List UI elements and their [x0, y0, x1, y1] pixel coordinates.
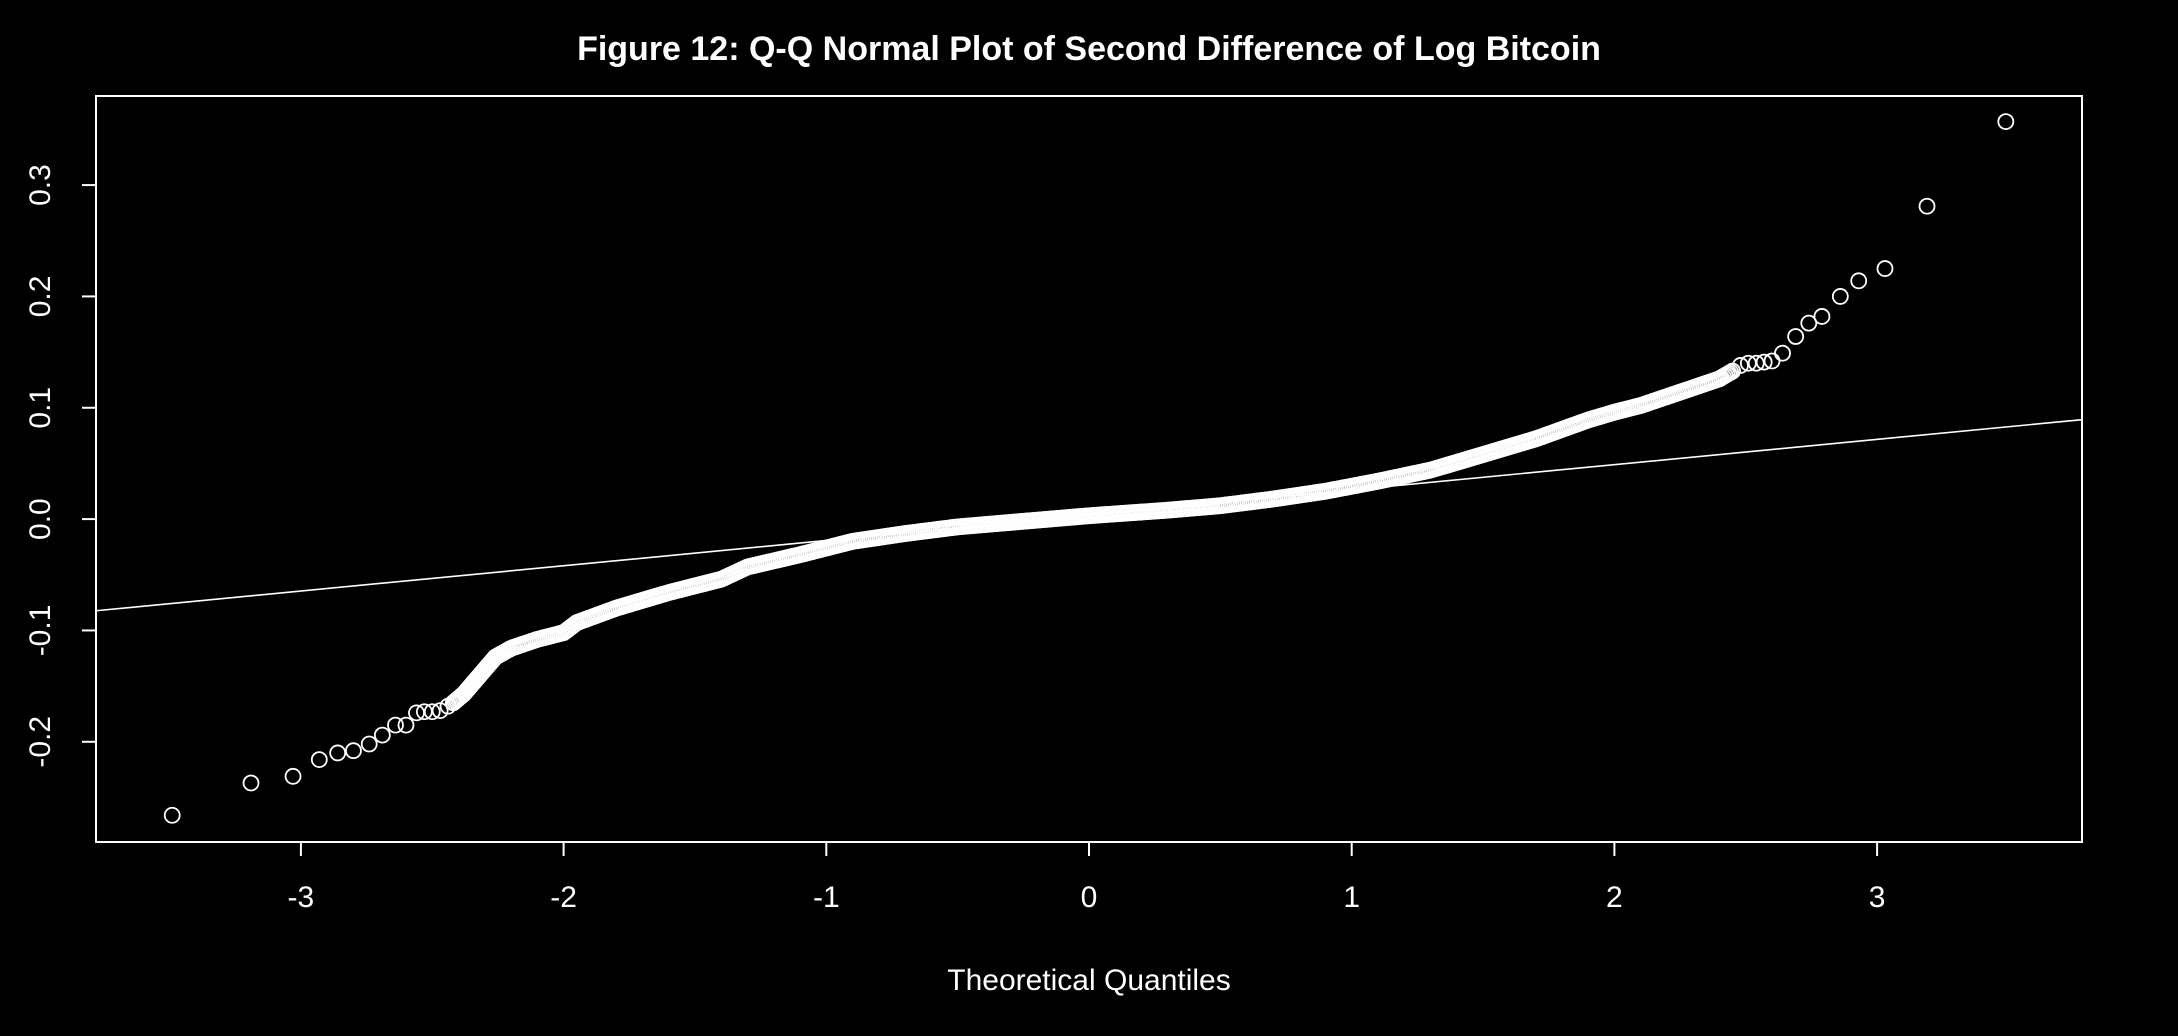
qq-point — [310, 751, 328, 769]
y-tick-label: 0.1 — [24, 387, 57, 429]
x-tick-label: -1 — [813, 881, 840, 914]
qq-point — [439, 697, 457, 715]
x-tick-label: 2 — [1606, 881, 1623, 914]
qq-point — [1800, 314, 1818, 332]
qq-point — [423, 703, 441, 721]
qq-point — [1876, 260, 1894, 277]
x-tick-label: -3 — [288, 881, 315, 914]
y-tick-label: -0.2 — [24, 716, 57, 768]
qq-point — [1997, 113, 2015, 131]
qq-point — [345, 742, 362, 760]
y-tick-label: -0.1 — [24, 605, 57, 657]
qq-point — [163, 806, 181, 824]
qq-point — [1732, 357, 1749, 374]
qq-point — [329, 744, 347, 762]
qq-point — [284, 767, 302, 785]
x-axis-label: Theoretical Quantiles — [947, 964, 1230, 997]
x-tick-label: -2 — [550, 881, 577, 914]
qq-point — [397, 716, 415, 734]
y-tick-label: 0.0 — [24, 498, 57, 540]
x-tick-label: 3 — [1869, 881, 1886, 914]
qq-point — [373, 726, 391, 744]
x-axis: -3 -2 -1 0 1 2 3 — [288, 841, 1886, 914]
y-axis: -0.2 -0.1 0.0 0.1 0.2 0.3 — [24, 164, 97, 768]
qq-point — [242, 774, 260, 792]
data-points — [163, 113, 2015, 824]
qq-point — [1747, 354, 1765, 372]
chart-title: Figure 12: Q-Q Normal Plot of Second Dif… — [577, 30, 1601, 68]
qq-point — [387, 716, 404, 734]
x-tick-label: 0 — [1081, 881, 1098, 914]
x-tick-label: 1 — [1343, 881, 1360, 914]
qq-point — [1831, 288, 1849, 305]
qq-point — [1755, 353, 1773, 371]
y-tick-label: 0.2 — [24, 276, 57, 318]
qq-point — [1813, 308, 1831, 325]
qq-point — [431, 702, 449, 720]
qq-point — [1787, 328, 1805, 345]
y-tick-label: 0.3 — [24, 164, 57, 206]
qq-point — [1850, 272, 1868, 290]
qq-point — [1918, 197, 1936, 215]
qq-point — [1774, 344, 1791, 362]
qq-point — [360, 735, 378, 753]
